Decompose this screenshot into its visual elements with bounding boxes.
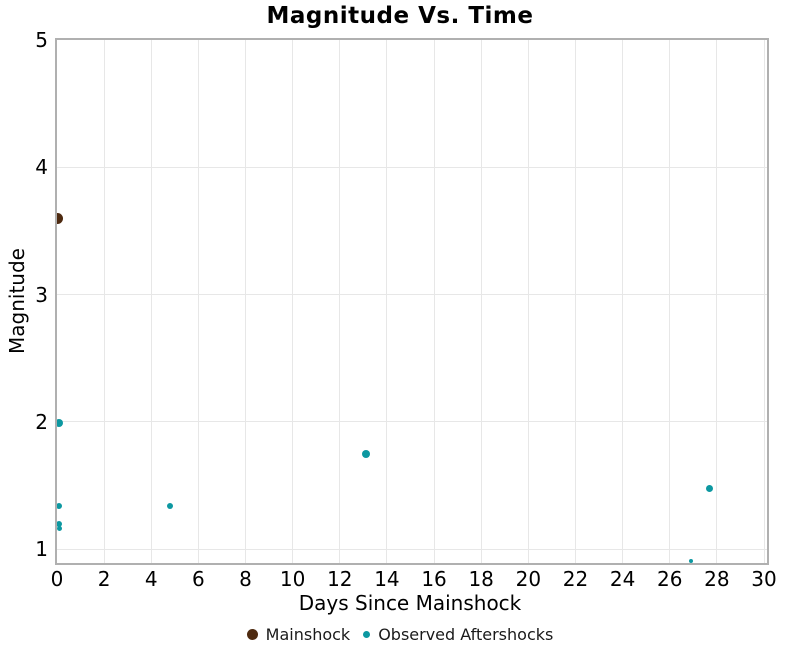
data-point-aftershock: [57, 520, 63, 527]
data-point-aftershock: [361, 449, 370, 458]
data-point-mainshock: [57, 212, 63, 224]
y-tick-label: 2: [35, 409, 48, 434]
x-gridline: [527, 40, 529, 563]
x-gridline: [292, 40, 294, 563]
y-gridline: [57, 421, 767, 423]
x-tick-label: 6: [192, 567, 205, 591]
data-point-aftershock: [57, 526, 62, 532]
x-gridline: [245, 40, 247, 563]
legend-label-aftershocks: Observed Aftershocks: [378, 625, 554, 644]
y-tick-label: 1: [35, 537, 48, 562]
chart-title: Magnitude Vs. Time: [266, 3, 534, 29]
x-gridline: [433, 40, 435, 563]
x-tick-label: 16: [421, 567, 447, 591]
x-tick-label: 0: [50, 567, 64, 591]
y-gridline: [57, 166, 767, 168]
x-tick-label: 28: [704, 567, 730, 591]
y-tick-label: 5: [35, 28, 48, 52]
x-gridline: [386, 40, 388, 563]
plot-area: [55, 38, 769, 565]
x-tick-label: 24: [609, 567, 636, 591]
x-gridline: [716, 40, 718, 563]
x-gridline: [197, 40, 199, 563]
x-tick-label: 22: [562, 567, 589, 591]
x-tick-label: 30: [751, 567, 777, 591]
x-tick-label: 8: [239, 567, 252, 591]
data-point-aftershock: [57, 419, 64, 428]
mainshock-dot-icon: [246, 629, 258, 640]
x-gridline: [574, 40, 576, 563]
y-gridline: [57, 548, 767, 550]
data-point-aftershock: [688, 558, 693, 563]
x-gridline: [622, 40, 624, 563]
legend-item-mainshock: Mainshock: [246, 625, 351, 644]
y-tick-label: 4: [35, 155, 48, 180]
x-gridline: [339, 40, 341, 563]
x-tick-label: 10: [279, 567, 306, 591]
x-tick-label: 18: [468, 567, 494, 591]
legend-label-mainshock: Mainshock: [265, 625, 351, 644]
data-point-aftershock: [57, 502, 63, 509]
x-tick-label: 12: [327, 567, 353, 591]
x-gridline: [763, 40, 765, 563]
x-gridline: [480, 40, 482, 563]
legend-item-aftershocks: Observed Aftershocks: [363, 625, 553, 644]
x-tick-label: 4: [144, 567, 158, 591]
y-tick-label: 3: [35, 282, 48, 307]
x-tick-label: 26: [656, 567, 683, 591]
x-tick-label: 2: [97, 567, 111, 591]
x-gridline: [669, 40, 671, 563]
aftershock-dot-icon: [363, 631, 371, 638]
y-gridline: [57, 294, 767, 296]
x-axis-title: Days Since Mainshock: [298, 591, 522, 615]
legend: Mainshock Observed Aftershocks: [0, 625, 800, 644]
x-gridline: [150, 40, 152, 563]
x-tick-label: 20: [515, 567, 542, 591]
data-point-aftershock: [167, 502, 174, 509]
x-tick-label: 14: [374, 567, 400, 591]
x-gridline: [103, 40, 105, 563]
data-point-aftershock: [706, 484, 714, 492]
